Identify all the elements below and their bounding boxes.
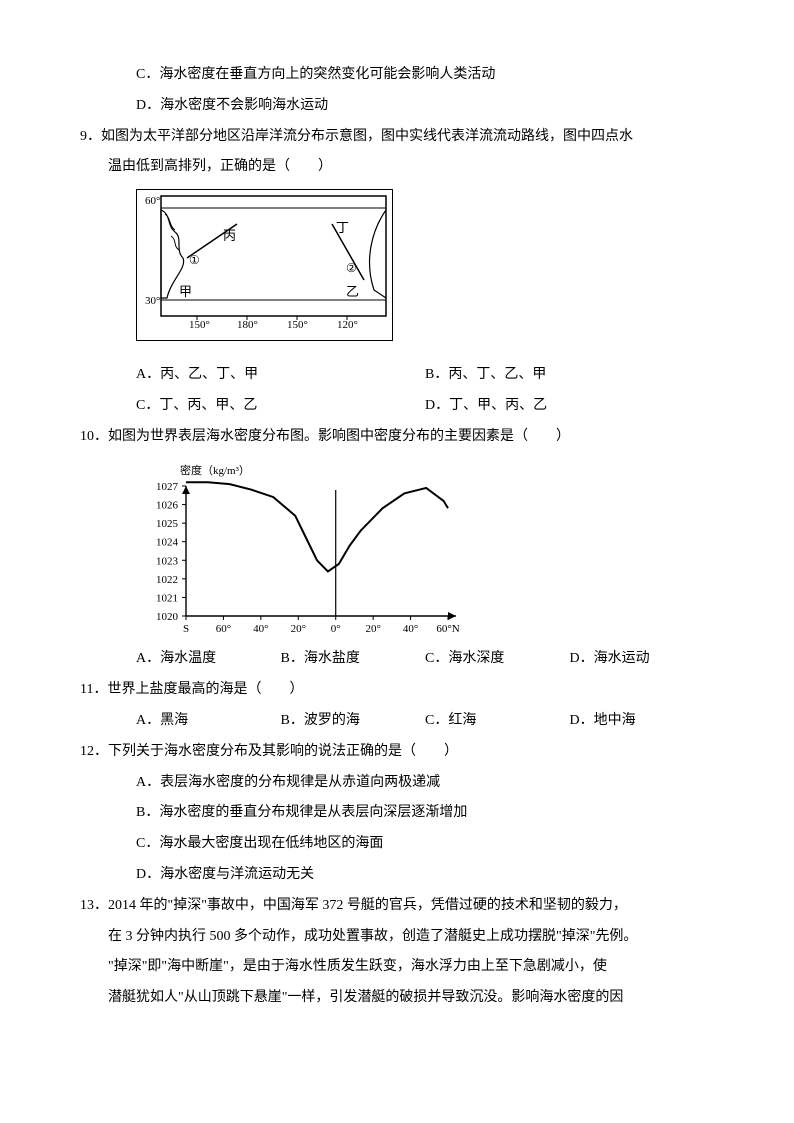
svg-text:丁: 丁: [336, 220, 349, 235]
svg-text:60°N: 60°N: [436, 623, 459, 635]
q10-option-c: C．海水深度: [425, 644, 570, 675]
q10-chart-svg: 密度（kg/m³）1027 1026 1025 1024 1023 1022 1021 102…: [136, 458, 466, 638]
q11-options: A．黑海 B．波罗的海 C．红海 D．地中海: [80, 706, 714, 737]
svg-text:1026: 1026: [156, 500, 179, 512]
q13-line3: "掉深"即"海中断崖"，是由于海水性质发生跃变，海水浮力由上至下急剧减小，使: [80, 952, 714, 983]
q9-options-row1: A．丙、乙、丁、甲 B．丙、丁、乙、甲: [80, 360, 714, 391]
q10-figure: 密度（kg/m³）1027 1026 1025 1024 1023 1022 1021 102…: [136, 458, 714, 638]
svg-text:S: S: [183, 623, 189, 635]
svg-text:1027: 1027: [156, 481, 179, 493]
svg-text:40°: 40°: [253, 623, 268, 635]
svg-text:60°: 60°: [216, 623, 231, 635]
svg-text:乙: 乙: [346, 284, 359, 299]
svg-text:120°: 120°: [337, 319, 358, 331]
q10-options: A．海水温度 B．海水盐度 C．海水深度 D．海水运动: [80, 644, 714, 675]
svg-text:0°: 0°: [331, 623, 341, 635]
q12-option-a: A．表层海水密度的分布规律是从赤道向两极递减: [80, 768, 714, 799]
q9-option-b: B．丙、丁、乙、甲: [425, 360, 714, 391]
q12-option-c: C．海水最大密度出现在低纬地区的海面: [80, 829, 714, 860]
q13-line1: 13．2014 年的"掉深"事故中，中国海军 372 号艇的官兵，凭借过硬的技术…: [80, 891, 714, 922]
q10-option-d: D．海水运动: [570, 644, 715, 675]
svg-text:150°: 150°: [287, 319, 308, 331]
q10-option-a: A．海水温度: [136, 644, 281, 675]
q8-option-c: C．海水密度在垂直方向上的突然变化可能会影响人类活动: [80, 60, 714, 91]
q11-option-c: C．红海: [425, 706, 570, 737]
svg-text:甲: 甲: [179, 284, 192, 299]
q10-option-b: B．海水盐度: [281, 644, 426, 675]
svg-text:①: ①: [189, 253, 200, 267]
svg-text:②: ②: [346, 261, 357, 275]
q9-option-a: A．丙、乙、丁、甲: [136, 360, 425, 391]
q9-figure: 60° 30° 150° 180° 150° 120° 丙 ① 甲 丁 ② 乙: [136, 189, 393, 341]
svg-text:60°: 60°: [145, 195, 160, 207]
q12-stem: 12．下列关于海水密度分布及其影响的说法正确的是（ ）: [80, 737, 714, 768]
q11-option-d: D．地中海: [570, 706, 715, 737]
q9-option-c: C．丁、丙、甲、乙: [136, 391, 425, 422]
svg-text:30°: 30°: [145, 295, 160, 307]
svg-text:180°: 180°: [237, 319, 258, 331]
svg-text:1021: 1021: [156, 593, 178, 605]
q13-line4: 潜艇犹如人"从山顶跳下悬崖"一样，引发潜艇的破损并导致沉没。影响海水密度的因: [80, 983, 714, 1014]
svg-text:40°: 40°: [403, 623, 418, 635]
q9-map-svg: 60° 30° 150° 180° 150° 120° 丙 ① 甲 丁 ② 乙: [137, 190, 392, 340]
q9-stem-line1: 9．如图为太平洋部分地区沿岸洋流分布示意图，图中实线代表洋流流动路线，图中四点水: [80, 122, 714, 153]
q9-stem-line2: 温由低到高排列，正确的是（ ）: [80, 152, 714, 183]
q12-option-d: D．海水密度与洋流运动无关: [80, 860, 714, 891]
svg-text:20°: 20°: [291, 623, 306, 635]
q10-stem: 10．如图为世界表层海水密度分布图。影响图中密度分布的主要因素是（ ）: [80, 422, 714, 453]
svg-text:1024: 1024: [156, 537, 179, 549]
svg-text:1025: 1025: [156, 519, 179, 531]
q12-option-b: B．海水密度的垂直分布规律是从表层向深层逐渐增加: [80, 798, 714, 829]
svg-text:1020: 1020: [156, 611, 179, 623]
svg-text:丙: 丙: [223, 228, 236, 243]
q11-option-b: B．波罗的海: [281, 706, 426, 737]
svg-text:1022: 1022: [156, 574, 178, 586]
q8-option-d: D．海水密度不会影响海水运动: [80, 91, 714, 122]
q9-option-d: D．丁、甲、丙、乙: [425, 391, 714, 422]
svg-text:密度（kg/m³）: 密度（kg/m³）: [180, 463, 250, 477]
svg-text:20°: 20°: [365, 623, 380, 635]
q13-line2: 在 3 分钟内执行 500 多个动作，成功处置事故，创造了潜艇史上成功摆脱"掉深…: [80, 922, 714, 953]
svg-text:150°: 150°: [189, 319, 210, 331]
svg-text:1023: 1023: [156, 556, 179, 568]
q11-option-a: A．黑海: [136, 706, 281, 737]
q11-stem: 11．世界上盐度最高的海是（ ）: [80, 675, 714, 706]
q9-options-row2: C．丁、丙、甲、乙 D．丁、甲、丙、乙: [80, 391, 714, 422]
